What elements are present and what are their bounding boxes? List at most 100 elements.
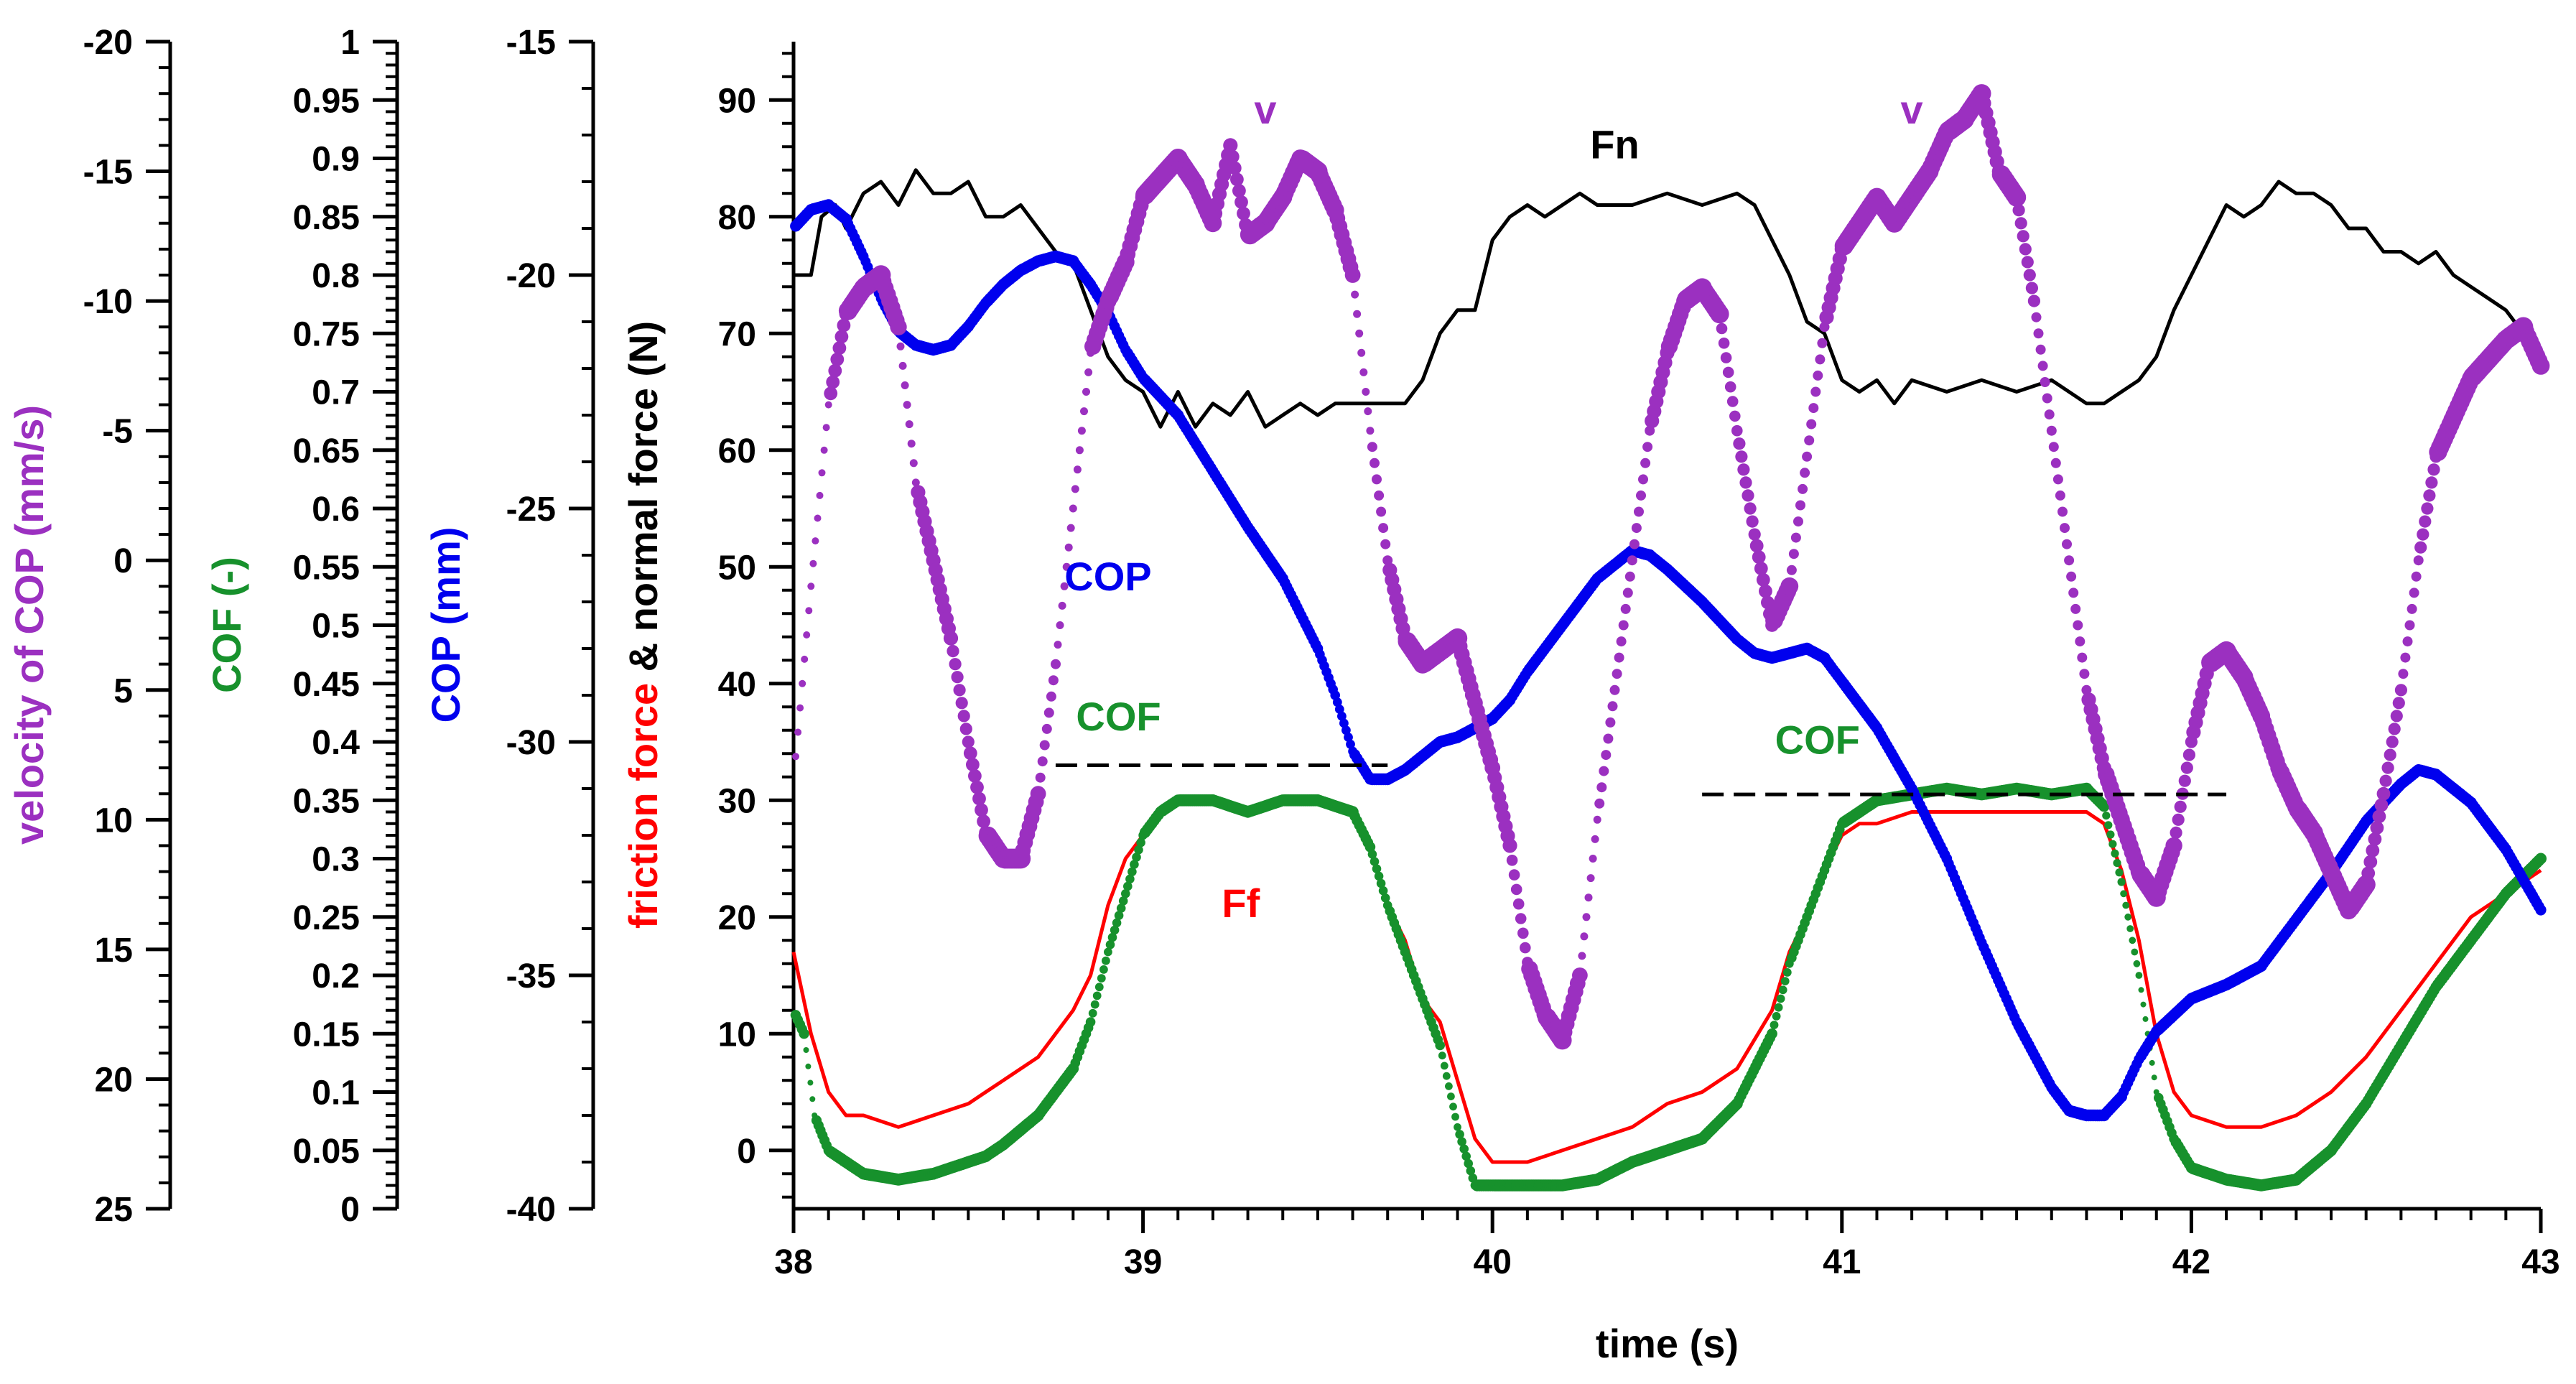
cof-tick-label: 0 (340, 1191, 360, 1229)
data-point-COF (2133, 960, 2141, 967)
data-point-v (1748, 528, 1761, 541)
data-point-COF (1372, 864, 1382, 873)
data-point-v (968, 769, 982, 783)
data-point-v (1058, 601, 1066, 610)
data-point-v (2379, 774, 2392, 787)
series-v (792, 84, 2550, 1050)
data-point-v (1804, 435, 1815, 446)
data-point-v (1720, 352, 1732, 363)
data-point-v (966, 758, 980, 771)
data-point-v (2077, 652, 2088, 663)
cof-tick-label: 0.55 (293, 549, 360, 587)
velocity-axis-title: velocity of COP (mm/s) (6, 405, 52, 845)
x-axis: 38 39 40 41 42 43 time (s) (774, 1207, 2560, 1366)
data-point-COF (1454, 1123, 1461, 1131)
data-point-COF (1102, 956, 1110, 965)
data-point-v (1729, 410, 1741, 422)
data-point-v (1367, 442, 1377, 452)
series-label-fn: Fn (1590, 122, 1639, 167)
data-point-COF (1097, 974, 1106, 983)
cof-tick-label: 0.7 (312, 374, 360, 412)
data-point-v (1064, 543, 1073, 552)
data-point-v (1756, 572, 1770, 587)
data-point-v (1722, 366, 1734, 378)
data-point-v (2409, 587, 2419, 598)
data-point-v (1603, 733, 1614, 744)
data-point-v (1609, 684, 1620, 695)
data-point-v (826, 375, 840, 389)
data-point-v (1601, 750, 1612, 761)
data-point-COF (1455, 1130, 1464, 1139)
data-point-v (911, 478, 920, 487)
cop-axis: -40 -35 -30 -25 -20 -15 (506, 24, 595, 1229)
cof-tick-label: 0.75 (293, 315, 360, 353)
data-point-v (2417, 528, 2429, 541)
data-point-v (2021, 256, 2034, 269)
data-point-COF (1442, 1072, 1451, 1080)
data-point-COF (1105, 940, 1115, 949)
data-point-v (898, 361, 907, 370)
data-point-v (1622, 587, 1633, 598)
data-point-v (1605, 717, 1616, 728)
data-point-v (1618, 620, 1629, 631)
data-point-v (2062, 539, 2072, 549)
data-point-COF (1378, 886, 1388, 896)
data-point-v (2048, 442, 2059, 452)
data-point-v (2400, 652, 2411, 663)
data-point-v (816, 491, 824, 499)
data-point-COF (1118, 896, 1128, 906)
data-point-v (1056, 621, 1064, 629)
data-point-v (2419, 515, 2432, 528)
data-point-v (2079, 669, 2090, 679)
data-point-COF (2106, 830, 2115, 839)
data-point-COF (1123, 881, 1133, 891)
data-point-COF (2098, 800, 2110, 812)
data-point-v (1075, 446, 1084, 455)
data-point-COF (2126, 925, 2134, 932)
data-point-v (2052, 474, 2063, 485)
data-point-v (837, 318, 851, 333)
data-point-v (2017, 230, 2029, 243)
velocity-tick-label: 10 (95, 802, 133, 840)
data-point-v (834, 330, 849, 344)
data-point-v (1572, 967, 1588, 983)
data-point-v (1230, 172, 1244, 187)
data-point-v (1584, 893, 1593, 902)
data-point-v (2407, 603, 2417, 614)
data-point-v (1627, 555, 1637, 566)
data-point-v (2178, 774, 2191, 787)
data-point-COF (1104, 947, 1112, 957)
data-point-v (1645, 425, 1655, 436)
cof-tick-label: 0.35 (293, 782, 360, 820)
data-point-v (2064, 555, 2075, 566)
data-point-v (2390, 710, 2403, 723)
data-point-v (1351, 290, 1359, 299)
force-tick-label: 40 (718, 666, 756, 704)
data-point-COF (799, 1028, 809, 1039)
data-point-v (2372, 809, 2386, 824)
data-point-COF (2122, 901, 2130, 909)
data-point-COF (1466, 1166, 1476, 1176)
data-point-v (1759, 584, 1772, 598)
force-axis-title: friction force & normal force (N) (620, 321, 666, 929)
data-point-COP (1332, 697, 1342, 707)
x-tick-label: 43 (2521, 1243, 2559, 1281)
data-point-v (1808, 403, 1819, 414)
series-label-ff: Ff (1222, 881, 1260, 926)
cof-tick-label: 0.95 (293, 82, 360, 120)
cop-tick-label: -40 (506, 1191, 556, 1229)
data-point-COF (803, 1047, 809, 1053)
series-line-Fn (794, 168, 2543, 429)
series-layer (790, 84, 2550, 1192)
data-point-v (799, 679, 806, 687)
series-label-cop: COP (1064, 554, 1151, 599)
force-tick-label: 80 (718, 199, 756, 237)
cof-tick-label: 0.05 (293, 1133, 360, 1171)
data-point-v (2025, 282, 2038, 294)
data-point-v (1223, 138, 1238, 153)
data-point-v (963, 746, 977, 761)
data-point-v (2370, 821, 2384, 835)
data-point-COF (1134, 845, 1143, 855)
data-point-v (1631, 523, 1642, 534)
data-point-COF (1374, 871, 1384, 881)
